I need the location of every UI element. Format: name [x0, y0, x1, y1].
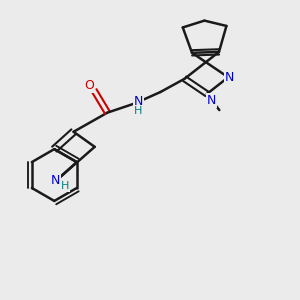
- Text: O: O: [85, 79, 94, 92]
- Text: N: N: [134, 95, 143, 108]
- Text: N: N: [225, 71, 234, 84]
- Text: N: N: [50, 174, 60, 188]
- Text: H: H: [61, 181, 69, 191]
- Text: N: N: [206, 94, 216, 107]
- Text: H: H: [134, 106, 142, 116]
